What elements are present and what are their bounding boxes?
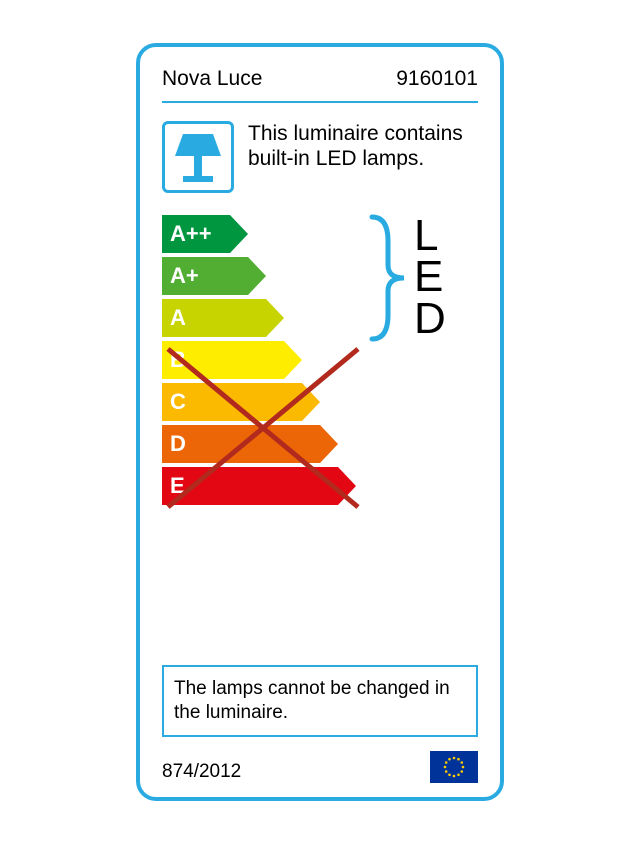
energy-class-row: A++ xyxy=(162,215,356,253)
energy-class-label: A+ xyxy=(162,257,248,295)
lamp-icon xyxy=(173,130,223,184)
energy-arrow-tip xyxy=(320,425,338,463)
energy-arrow-tip xyxy=(230,215,248,253)
energy-class-label: C xyxy=(162,383,302,421)
led-letter-l: L xyxy=(414,215,446,257)
energy-class-row: D xyxy=(162,425,356,463)
led-letter-d: D xyxy=(414,298,446,340)
energy-class-label: D xyxy=(162,425,320,463)
footer-row: 874/2012 xyxy=(162,751,478,783)
note-box: The lamps cannot be changed in the lumin… xyxy=(162,665,478,737)
header-row: Nova Luce 9160101 xyxy=(162,67,478,103)
lamp-icon-box xyxy=(162,121,234,193)
led-vertical-label: L E D xyxy=(414,215,446,340)
energy-class-label: B xyxy=(162,341,284,379)
regulation-number: 874/2012 xyxy=(162,761,241,783)
note-text: The lamps cannot be changed in the lumin… xyxy=(174,678,450,723)
info-text: This luminaire contains built-in LED lam… xyxy=(248,121,478,172)
energy-arrows: A++ A+ ABCDE xyxy=(162,215,356,509)
energy-class-row: A xyxy=(162,299,356,337)
energy-arrow-tip xyxy=(338,467,356,505)
energy-chart: A++A+ABCDE L E D xyxy=(162,215,478,666)
model-number: 9160101 xyxy=(396,67,478,91)
led-letter-e: E xyxy=(414,256,446,298)
energy-class-row: C xyxy=(162,383,356,421)
energy-class-row: B xyxy=(162,341,356,379)
brand-name: Nova Luce xyxy=(162,67,262,91)
energy-class-label: A xyxy=(162,299,266,337)
energy-arrow-tip xyxy=(302,383,320,421)
energy-class-row: E xyxy=(162,467,356,505)
energy-class-row: A+ xyxy=(162,257,356,295)
energy-class-label: E xyxy=(162,467,338,505)
energy-arrow-tip xyxy=(248,257,266,295)
info-row: This luminaire contains built-in LED lam… xyxy=(162,103,478,215)
led-brace-icon xyxy=(366,211,410,345)
energy-class-label: A++ xyxy=(162,215,230,253)
energy-label-card: Nova Luce 9160101 This luminaire contain… xyxy=(136,43,504,801)
eu-flag-icon xyxy=(430,751,478,783)
energy-arrow-tip xyxy=(284,341,302,379)
energy-arrow-tip xyxy=(266,299,284,337)
